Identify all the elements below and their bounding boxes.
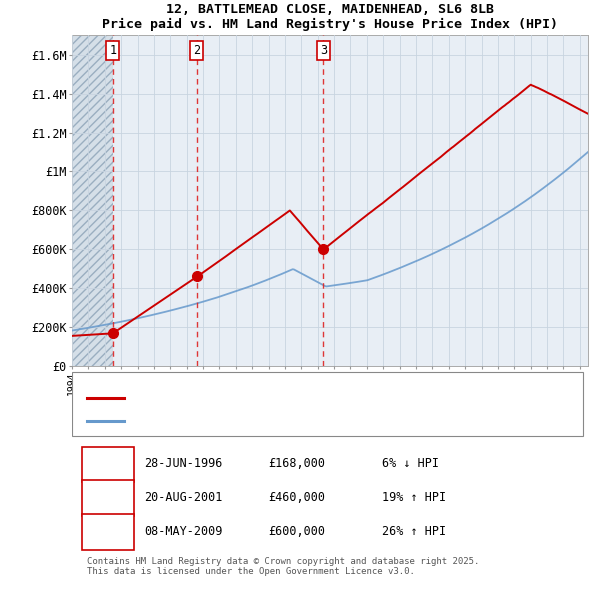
FancyBboxPatch shape <box>72 372 583 436</box>
FancyBboxPatch shape <box>82 447 134 481</box>
FancyBboxPatch shape <box>82 480 134 516</box>
Text: 26% ↑ HPI: 26% ↑ HPI <box>382 525 446 538</box>
Text: £600,000: £600,000 <box>268 525 325 538</box>
FancyBboxPatch shape <box>82 514 134 549</box>
Title: 12, BATTLEMEAD CLOSE, MAIDENHEAD, SL6 8LB
Price paid vs. HM Land Registry's Hous: 12, BATTLEMEAD CLOSE, MAIDENHEAD, SL6 8L… <box>102 4 558 31</box>
Text: HPI: Average price, detached house, Windsor and Maidenhead: HPI: Average price, detached house, Wind… <box>134 416 496 426</box>
Text: 1: 1 <box>109 44 116 57</box>
Text: Contains HM Land Registry data © Crown copyright and database right 2025.
This d: Contains HM Land Registry data © Crown c… <box>88 557 480 576</box>
Text: 19% ↑ HPI: 19% ↑ HPI <box>382 491 446 504</box>
Text: 1: 1 <box>104 457 112 470</box>
Text: 08-MAY-2009: 08-MAY-2009 <box>144 525 223 538</box>
Text: 20-AUG-2001: 20-AUG-2001 <box>144 491 223 504</box>
Text: 28-JUN-1996: 28-JUN-1996 <box>144 457 223 470</box>
Text: 3: 3 <box>104 525 112 538</box>
Text: 6% ↓ HPI: 6% ↓ HPI <box>382 457 439 470</box>
Text: 2: 2 <box>193 44 200 57</box>
Text: £460,000: £460,000 <box>268 491 325 504</box>
Text: 2: 2 <box>104 491 112 504</box>
Text: £168,000: £168,000 <box>268 457 325 470</box>
Text: 3: 3 <box>320 44 327 57</box>
Text: 12, BATTLEMEAD CLOSE, MAIDENHEAD, SL6 8LB (detached house): 12, BATTLEMEAD CLOSE, MAIDENHEAD, SL6 8L… <box>134 393 496 402</box>
